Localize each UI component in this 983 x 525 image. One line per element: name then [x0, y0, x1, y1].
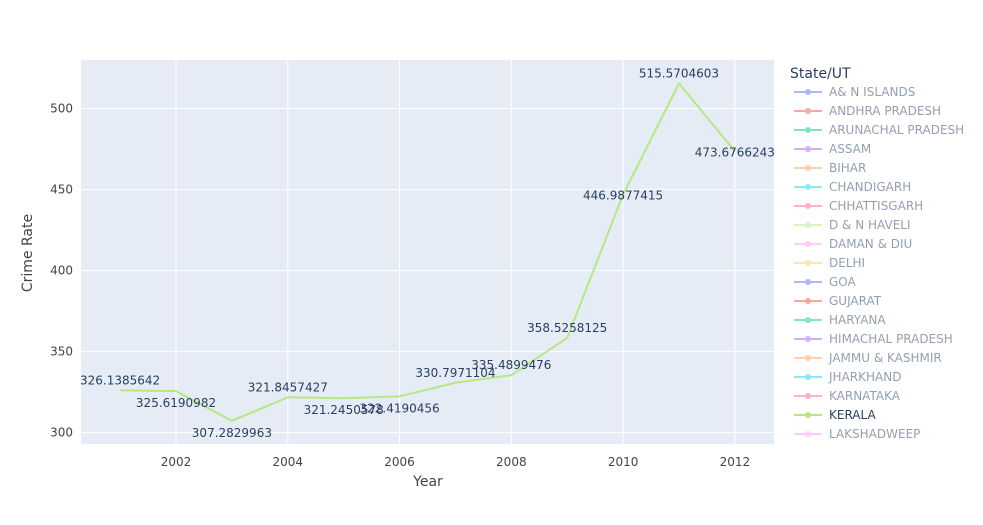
legend: State/UT A& N ISLANDS ANDHRA PRADESH ARUNA… [790, 66, 964, 441]
legend-item[interactable]: A& N ISLANDS [794, 85, 915, 99]
y-tick-label: 300 [50, 426, 73, 440]
legend-label: HIMACHAL PRADESH [829, 332, 953, 346]
legend-label: ASSAM [829, 142, 871, 156]
legend-item[interactable]: DAMAN & DIU [794, 237, 912, 251]
legend-label: GUJARAT [829, 294, 882, 308]
legend-marker [805, 355, 811, 361]
legend-label: CHHATTISGARH [829, 199, 923, 213]
x-tick-label: 2010 [608, 455, 639, 469]
data-label: 307.2829963 [192, 426, 272, 440]
data-label: 515.5704603 [639, 66, 719, 80]
legend-marker [805, 241, 811, 247]
legend-item[interactable]: CHANDIGARH [794, 180, 911, 194]
legend-items: A& N ISLANDS ANDHRA PRADESH ARUNACHAL PRAD… [794, 85, 964, 441]
legend-label: ANDHRA PRADESH [829, 104, 941, 118]
legend-marker [805, 279, 811, 285]
data-label: 322.4190456 [359, 401, 439, 415]
legend-item[interactable]: JAMMU & KASHMIR [794, 351, 942, 365]
legend-item[interactable]: KERALA [794, 408, 876, 422]
legend-label: JAMMU & KASHMIR [828, 351, 942, 365]
legend-item[interactable]: JHARKHAND [794, 370, 901, 384]
x-tick-label: 2006 [384, 455, 415, 469]
legend-marker [805, 146, 811, 152]
legend-label: KERALA [829, 408, 876, 422]
legend-label: HARYANA [829, 313, 886, 327]
x-axis-ticks: 2002 2004 2006 2008 2010 2012 [161, 455, 750, 469]
data-label: 335.4899476 [471, 358, 551, 372]
data-label: 446.9877415 [583, 189, 663, 203]
legend-label: D & N HAVELI [829, 218, 911, 232]
legend-item[interactable]: ANDHRA PRADESH [794, 104, 941, 118]
x-tick-label: 2012 [720, 455, 751, 469]
x-tick-label: 2004 [273, 455, 304, 469]
y-tick-label: 400 [50, 264, 73, 278]
data-label: 321.2450578 [304, 403, 384, 417]
legend-item[interactable]: ASSAM [794, 142, 871, 156]
legend-label: CHANDIGARH [829, 180, 911, 194]
data-label: 330.7971104 [415, 366, 495, 380]
legend-item[interactable]: D & N HAVELI [794, 218, 911, 232]
data-label: 325.6190982 [136, 396, 216, 410]
legend-item[interactable]: CHHATTISGARH [794, 199, 923, 213]
y-axis-ticks: 300 350 400 450 500 [50, 102, 73, 440]
plot-area [81, 60, 774, 444]
legend-marker [805, 89, 811, 95]
legend-label: JHARKHAND [828, 370, 901, 384]
legend-marker [805, 412, 811, 418]
legend-label: BIHAR [829, 161, 866, 175]
legend-marker [805, 260, 811, 266]
data-label: 358.5258125 [527, 321, 607, 335]
y-tick-label: 450 [50, 183, 73, 197]
data-label: 326.1385642 [80, 373, 160, 387]
legend-marker [805, 127, 811, 133]
legend-marker [805, 203, 811, 209]
legend-item[interactable]: BIHAR [794, 161, 866, 175]
legend-marker [805, 336, 811, 342]
legend-item[interactable]: GUJARAT [794, 294, 882, 308]
legend-marker [805, 317, 811, 323]
legend-item[interactable]: GOA [794, 275, 857, 289]
legend-item[interactable]: HARYANA [794, 313, 886, 327]
legend-label: ARUNACHAL PRADESH [829, 123, 964, 137]
legend-label: A& N ISLANDS [829, 85, 915, 99]
legend-item[interactable]: LAKSHADWEEP [794, 427, 920, 441]
legend-marker [805, 298, 811, 304]
data-label: 321.8457427 [248, 380, 328, 394]
y-axis-title: Crime Rate [20, 214, 36, 292]
legend-item[interactable]: KARNATAKA [794, 389, 901, 403]
legend-label: KARNATAKA [829, 389, 901, 403]
legend-label: LAKSHADWEEP [829, 427, 920, 441]
legend-title: State/UT [790, 66, 851, 82]
legend-label: DELHI [829, 256, 865, 270]
legend-item[interactable]: DELHI [794, 256, 865, 270]
y-tick-label: 350 [50, 345, 73, 359]
legend-marker [805, 184, 811, 190]
legend-marker [805, 222, 811, 228]
series-area [120, 82, 736, 422]
legend-marker [805, 108, 811, 114]
legend-label: GOA [829, 275, 857, 289]
series-line-kerala [120, 82, 736, 422]
legend-marker [805, 374, 811, 380]
data-labels: 326.1385642 325.6190982 307.2829963 321.845… [80, 66, 775, 439]
legend-marker [805, 431, 811, 437]
legend-item[interactable]: HIMACHAL PRADESH [794, 332, 953, 346]
legend-item[interactable]: ARUNACHAL PRADESH [794, 123, 964, 137]
grid-lines [81, 60, 774, 444]
x-tick-label: 2002 [161, 455, 192, 469]
y-tick-label: 500 [50, 102, 73, 116]
legend-label: DAMAN & DIU [829, 237, 912, 251]
data-label: 473.6766243 [695, 145, 775, 159]
x-tick-label: 2008 [496, 455, 527, 469]
x-axis-title: Year [412, 474, 443, 490]
legend-marker [805, 393, 811, 399]
legend-marker [805, 165, 811, 171]
